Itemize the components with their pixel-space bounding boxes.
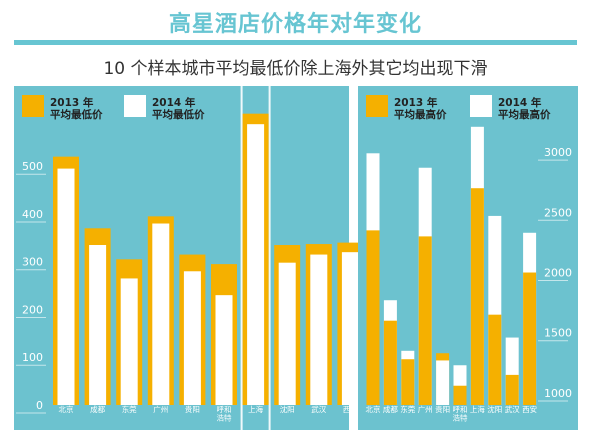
max-price-ytick-label: 1000	[544, 387, 572, 400]
max-price-category-label: 沈阳	[487, 404, 502, 414]
title-rule	[14, 40, 577, 45]
min-price-category-label: 贵阳	[185, 404, 200, 414]
min-price-category-label: 武汉	[311, 404, 326, 414]
bar-2014-min	[57, 168, 75, 405]
chart-title: 高星酒店价格年对年变化	[168, 12, 422, 37]
bar-2014-min	[341, 252, 359, 405]
bar-2014-max	[436, 360, 450, 405]
min-price-legend-swatch-0	[22, 95, 44, 117]
bar-2013-max	[418, 236, 432, 405]
min-price-ytick-label: 500	[22, 160, 43, 173]
bar-2013-max	[505, 374, 519, 405]
max-price-legend-label-1: 2014 年平均最高价	[498, 96, 551, 121]
min-price-category-label: 北京	[59, 404, 74, 414]
bar-2013-max	[470, 188, 484, 405]
min-price-ytick-label: 0	[36, 399, 43, 412]
max-price-category-label: 贵阳	[435, 404, 450, 414]
bar-2013-max	[383, 320, 397, 405]
bar-2014-min	[152, 223, 170, 405]
bar-2014-min	[247, 124, 265, 405]
min-price-ytick-label: 300	[22, 256, 43, 269]
max-price-ytick-label: 3000	[544, 146, 572, 159]
bar-2013-max	[366, 230, 380, 405]
max-price-legend-swatch-0	[366, 95, 388, 117]
bar-2014-min	[183, 271, 201, 405]
min-price-legend-swatch-1	[124, 95, 146, 117]
bar-2014-min	[215, 295, 233, 405]
max-price-ytick-label: 2000	[544, 267, 572, 280]
max-price-category-label: 西安	[522, 404, 537, 414]
max-price-category-label: 广州	[418, 404, 433, 414]
min-price-category-label: 上海	[248, 404, 263, 414]
max-price-category-label: 东莞	[400, 404, 415, 414]
min-price-ytick-label: 200	[22, 303, 43, 316]
min-price-ytick-label: 400	[22, 208, 43, 221]
chart-subtitle: 10 个样本城市平均最低价除上海外其它均出现下滑	[103, 59, 488, 79]
min-price-legend-label-1: 2014 年平均最低价	[152, 96, 205, 121]
bar-2014-min	[310, 254, 328, 405]
bar-2013-max	[453, 385, 467, 405]
max-price-category-label: 武汉	[505, 404, 520, 414]
min-price-category-label: 成都	[90, 404, 105, 414]
bar-2014-min	[89, 245, 107, 405]
max-price-category-label: 成都	[383, 404, 398, 414]
max-price-ytick-label: 1500	[544, 327, 572, 340]
min-price-category-label: 广州	[153, 404, 168, 414]
min-price-category-label: 东莞	[122, 404, 137, 414]
max-price-ytick-label: 2500	[544, 206, 572, 219]
min-price-category-label: 沈阳	[280, 404, 295, 414]
max-price-category-label: 上海	[470, 404, 485, 414]
bar-2014-min	[120, 278, 138, 405]
max-price-category-label: 呼和浩特	[453, 404, 468, 423]
bar-2013-max	[523, 272, 537, 405]
bar-2013-max	[401, 359, 415, 405]
max-price-legend-label-0: 2013 年平均最高价	[394, 96, 447, 121]
max-price-legend-swatch-1	[470, 95, 492, 117]
min-price-ytick-label: 100	[22, 351, 43, 364]
bar-2014-min	[278, 262, 296, 405]
min-price-category-label: 呼和浩特	[217, 404, 232, 423]
max-price-category-label: 北京	[366, 404, 381, 414]
min-price-legend-label-0: 2013 年平均最低价	[50, 96, 103, 121]
bar-2013-max	[488, 314, 502, 405]
min-price-category-label: 西安	[343, 404, 358, 414]
